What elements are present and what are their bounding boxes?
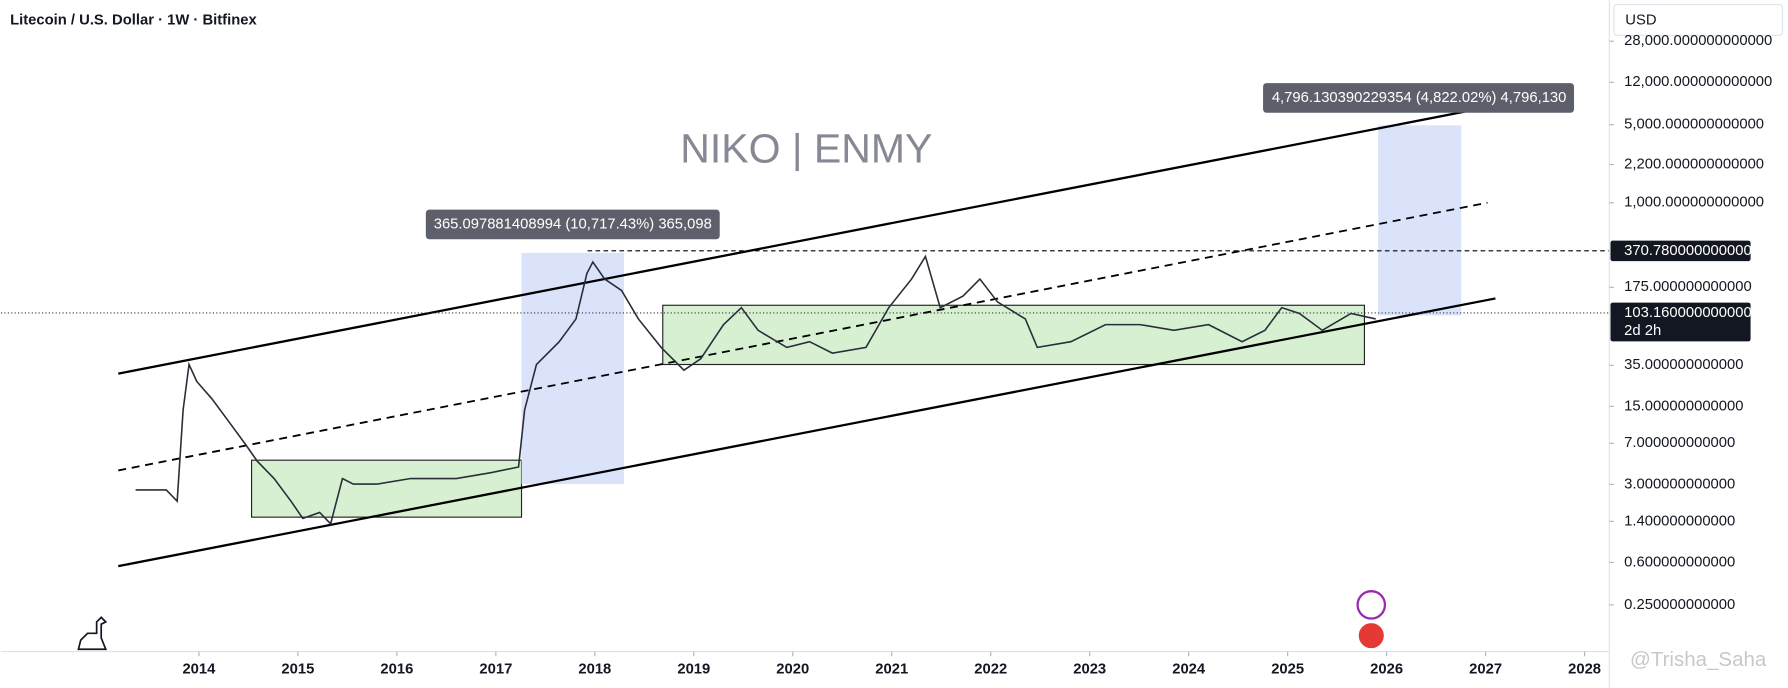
measure-box (521, 252, 625, 485)
channel-midline (118, 201, 1488, 472)
price-badge-label: 103.160000000000 (1624, 305, 1752, 321)
x-tick-label: 2015 (281, 662, 314, 678)
price-badge (1610, 240, 1751, 262)
flag-icon[interactable] (1356, 620, 1387, 651)
logo-icon (77, 616, 108, 651)
y-tick-label: 0.600000000000 (1624, 554, 1735, 570)
y-tick-label: 3.000000000000 (1624, 476, 1735, 492)
currency-button[interactable] (1613, 3, 1784, 36)
x-tick-label: 2023 (1073, 662, 1106, 678)
y-tick-label: 1,000.000000000000 (1624, 195, 1764, 211)
watermark: NIKO | ENMY (680, 125, 932, 171)
x-tick-label: 2018 (578, 662, 611, 678)
channel-line (118, 110, 1465, 375)
y-tick-label: 0.250000000000 (1624, 597, 1735, 613)
x-tick-label: 2027 (1469, 662, 1502, 678)
y-tick-label: 2,200.000000000000 (1624, 156, 1764, 172)
x-tick-label: 2022 (974, 662, 1007, 678)
x-tick-label: 2020 (776, 662, 809, 678)
measure-label-box (425, 209, 720, 240)
x-tick-label: 2026 (1370, 662, 1403, 678)
plot (0, 250, 1610, 526)
event-icon[interactable] (1356, 590, 1387, 620)
x-tick-label: 2017 (479, 662, 512, 678)
axis-labels: 28,000.000000000000 12,000.000000000000 5,… (182, 33, 1772, 678)
price-line (135, 254, 1376, 526)
y-tick-label: 15.000000000000 (1624, 398, 1743, 414)
x-tick-label: 2028 (1568, 662, 1601, 678)
y-tick-label: 12,000.000000000000 (1624, 74, 1772, 90)
measure-label: 365.097881408994 (10,717.43%) 365,098 (434, 216, 712, 232)
x-tick-label: 2021 (875, 662, 908, 678)
measure-label-box (1263, 83, 1575, 113)
x-tick-label: 2016 (380, 662, 413, 678)
measure-label: 4,796.130390229354 (4,822.02%) 4,796,130 (1272, 90, 1567, 106)
range-box (662, 304, 1366, 366)
price-axis (1609, 0, 1788, 688)
measure-box (1378, 125, 1462, 316)
y-tick-label: 28,000.000000000000 (1624, 33, 1772, 49)
chart-title: Litecoin / U.S. Dollar · 1W · Bitfinex (10, 12, 257, 28)
range-box (250, 459, 523, 518)
x-tick-label: 2019 (677, 662, 710, 678)
credit: @Trisha_Saha (1630, 648, 1767, 671)
y-tick-label: 7.000000000000 (1624, 435, 1735, 451)
x-tick-label: 2025 (1271, 662, 1304, 678)
x-tick-label: 2024 (1172, 662, 1206, 678)
y-tick-label: 1.400000000000 (1624, 513, 1735, 529)
currency: USD (1625, 12, 1656, 28)
y-tick-label: 5,000.000000000000 (1624, 117, 1764, 133)
countdown: 2d 2h (1624, 323, 1661, 339)
y-tick-label: 35.000000000000 (1624, 357, 1743, 373)
x-tick-label: 2014 (182, 662, 216, 678)
price-badge (1610, 302, 1751, 342)
price-badge-label: 370.780000000000 (1624, 243, 1752, 259)
channel-line (118, 297, 1496, 568)
y-tick-label: 175.000000000000 (1624, 279, 1752, 295)
